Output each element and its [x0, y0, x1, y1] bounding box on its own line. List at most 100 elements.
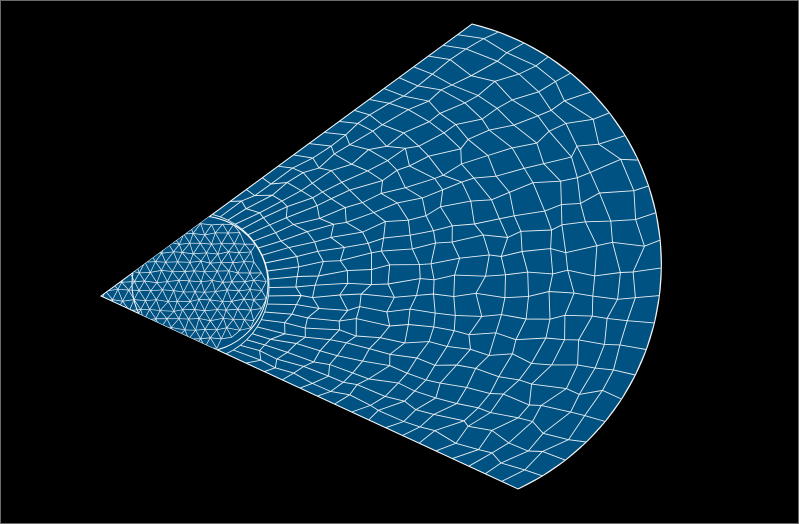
- fine-mesh-edge: [261, 281, 267, 291]
- fine-mesh-edge: [173, 309, 183, 312]
- fine-mesh-edge: [194, 270, 205, 272]
- fine-mesh-edge: [210, 317, 224, 322]
- fine-mesh-edge: [161, 262, 166, 271]
- fine-mesh-edge: [209, 337, 218, 349]
- mesh-radial-line: [247, 91, 592, 236]
- fine-mesh-edge: [222, 270, 230, 283]
- fine-mesh-edge: [193, 260, 202, 272]
- fine-mesh-edge: [204, 271, 213, 281]
- fine-mesh-edge: [150, 289, 163, 292]
- fine-mesh-edge: [210, 309, 218, 321]
- fine-mesh-edge: [225, 309, 234, 320]
- fine-mesh-edge: [161, 270, 173, 272]
- fine-mesh-edge: [249, 272, 254, 281]
- fine-mesh-edge: [192, 223, 201, 234]
- fine-mesh-edge: [223, 317, 234, 320]
- fine-mesh-edge: [134, 272, 140, 282]
- fine-mesh-edge: [225, 301, 232, 311]
- fine-mesh-edge: [134, 280, 145, 282]
- fine-mesh-edge: [139, 272, 151, 274]
- fine-mesh-edge: [253, 290, 262, 301]
- mesh-radial-line: [268, 239, 661, 280]
- fine-mesh-edge: [216, 318, 224, 331]
- fine-mesh-edge: [210, 262, 222, 264]
- fine-mesh-edge: [222, 301, 227, 311]
- fine-mesh-edge: [198, 318, 206, 330]
- fine-mesh-edge: [226, 308, 238, 311]
- fine-mesh-edge: [193, 252, 207, 255]
- fine-mesh-edge: [232, 262, 239, 274]
- fine-mesh-edge: [231, 298, 245, 302]
- fine-mesh-edge: [193, 270, 202, 283]
- fine-mesh-edge: [198, 318, 211, 322]
- fine-mesh-edge: [133, 299, 142, 310]
- fine-mesh-edge: [244, 243, 252, 253]
- fine-mesh-edge: [121, 281, 135, 283]
- fine-mesh-edge: [250, 289, 262, 291]
- fine-mesh-edge: [105, 290, 113, 300]
- fine-mesh-edge: [162, 281, 168, 291]
- fine-mesh-edge: [217, 243, 222, 255]
- fine-mesh-edge: [253, 279, 262, 291]
- fine-mesh-edge: [166, 318, 172, 328]
- fine-mesh-edge: [239, 232, 246, 245]
- fine-mesh-edge: [249, 289, 254, 301]
- fine-mesh-edge: [217, 253, 222, 263]
- fine-mesh-edge: [144, 280, 152, 292]
- fine-mesh-edge: [179, 244, 183, 253]
- fine-mesh-edge: [194, 281, 202, 293]
- fine-mesh-edge: [206, 252, 218, 255]
- fine-mesh-edge: [160, 310, 175, 312]
- fine-mesh-edge: [145, 299, 157, 302]
- fine-mesh-edge: [228, 262, 234, 271]
- mesh-radial-line: [220, 31, 499, 218]
- fine-mesh-edge: [161, 253, 166, 263]
- fine-mesh-edge: [204, 291, 211, 301]
- fine-mesh-edge: [173, 290, 178, 302]
- fine-mesh-edge: [198, 310, 205, 319]
- fine-mesh-edge: [228, 251, 240, 254]
- fine-mesh-edge: [194, 299, 200, 310]
- fine-mesh-edge: [144, 280, 157, 284]
- fine-mesh-edge: [211, 280, 216, 292]
- fine-mesh-edge: [170, 318, 180, 328]
- fine-mesh-edge: [249, 261, 255, 274]
- fine-mesh-edge: [216, 338, 222, 349]
- fine-mesh-edge: [253, 299, 262, 309]
- fine-mesh-edge: [210, 329, 218, 338]
- fine-mesh-edge: [159, 310, 168, 319]
- fine-mesh-edge: [249, 280, 254, 290]
- fine-mesh-edge: [145, 300, 150, 310]
- mesh-radial-line: [264, 311, 647, 350]
- fine-mesh-edge: [195, 329, 201, 339]
- fine-mesh-edge: [156, 281, 168, 284]
- fine-mesh-edge: [226, 327, 233, 338]
- fine-mesh-edge: [204, 224, 212, 236]
- fine-mesh-edge: [178, 280, 184, 293]
- fine-mesh-edge: [233, 319, 241, 331]
- fine-mesh-edge: [144, 262, 151, 273]
- fine-mesh-edge: [184, 318, 189, 331]
- fine-mesh-edge: [156, 299, 169, 303]
- fine-mesh-edge: [227, 289, 239, 292]
- fine-mesh-edge: [231, 272, 239, 283]
- fine-mesh-edge: [239, 251, 251, 254]
- fine-mesh-edge: [188, 318, 196, 331]
- fine-mesh-edge: [155, 299, 161, 311]
- fine-mesh-edge: [238, 252, 245, 262]
- fine-mesh-edge: [204, 329, 211, 338]
- fine-mesh-edge: [167, 281, 175, 291]
- fine-mesh-edge: [200, 252, 207, 262]
- fine-mesh-edge: [161, 270, 168, 282]
- fine-mesh-edge: [149, 299, 157, 310]
- fine-mesh-edge: [177, 261, 186, 272]
- fine-mesh-edge: [226, 327, 240, 331]
- fine-mesh-edge: [198, 291, 205, 300]
- fine-mesh-edge: [204, 299, 211, 311]
- fine-mesh-edge: [204, 320, 211, 330]
- fine-mesh-edge: [215, 282, 224, 292]
- fine-mesh-edge: [211, 223, 223, 226]
- fine-mesh-edge: [237, 272, 246, 282]
- fine-mesh-edge: [167, 271, 173, 282]
- mesh-radial-line: [268, 291, 660, 300]
